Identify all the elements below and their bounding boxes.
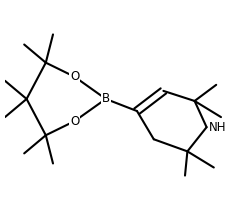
Text: O: O bbox=[70, 70, 79, 83]
Text: NH: NH bbox=[209, 121, 226, 134]
Text: O: O bbox=[70, 115, 79, 128]
Text: B: B bbox=[102, 92, 110, 105]
